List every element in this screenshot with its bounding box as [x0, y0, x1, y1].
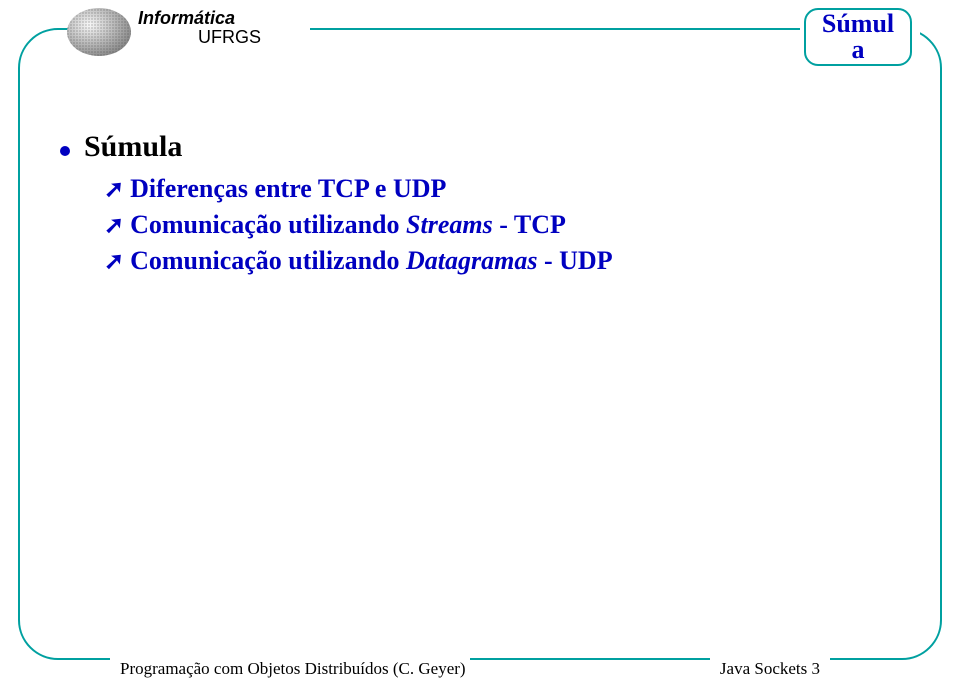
l2-pre: Comunicação utilizando	[130, 210, 406, 239]
arrow-icon: ➚	[104, 247, 124, 276]
l2-pre: Comunicação utilizando	[130, 246, 406, 275]
arrow-icon: ➚	[104, 175, 124, 204]
bullet-level1: Súmula	[60, 130, 880, 164]
bullet-l2-text: Comunicação utilizando Streams - TCP	[130, 210, 566, 240]
slide-frame	[18, 28, 942, 660]
logo-sphere	[64, 6, 134, 58]
arrow-icon: ➚	[104, 211, 124, 240]
bullet-l2-text: Diferenças entre TCP e UDP	[130, 174, 446, 204]
slide-title: Súmul a	[822, 11, 894, 63]
footer-left: Programação com Objetos Distribuídos (C.…	[120, 659, 466, 679]
bullet-dot-icon	[60, 146, 70, 156]
slide-title-box: Súmul a	[804, 8, 912, 66]
l2-post: - UDP	[538, 246, 613, 275]
bullet-level2: ➚ Comunicação utilizando Datagramas - UD…	[104, 246, 880, 276]
brand-bottom: UFRGS	[198, 27, 261, 48]
l2-post: - TCP	[493, 210, 566, 239]
bullet-l2-text: Comunicação utilizando Datagramas - UDP	[130, 246, 612, 276]
brand-top: Informática	[138, 8, 261, 29]
bullet-level2: ➚ Comunicação utilizando Streams - TCP	[104, 210, 880, 240]
slide-content: Súmula ➚ Diferenças entre TCP e UDP ➚ Co…	[60, 130, 880, 282]
header-brand: Informática UFRGS	[138, 8, 261, 48]
footer-right: Java Sockets 3	[720, 659, 820, 679]
l2-italic: Datagramas	[406, 246, 537, 275]
l2-pre: Diferenças entre TCP e UDP	[130, 174, 446, 203]
bullet-l1-text: Súmula	[84, 130, 182, 164]
l2-italic: Streams	[406, 210, 493, 239]
bullet-level2: ➚ Diferenças entre TCP e UDP	[104, 174, 880, 204]
slide-footer: Programação com Objetos Distribuídos (C.…	[0, 659, 960, 679]
